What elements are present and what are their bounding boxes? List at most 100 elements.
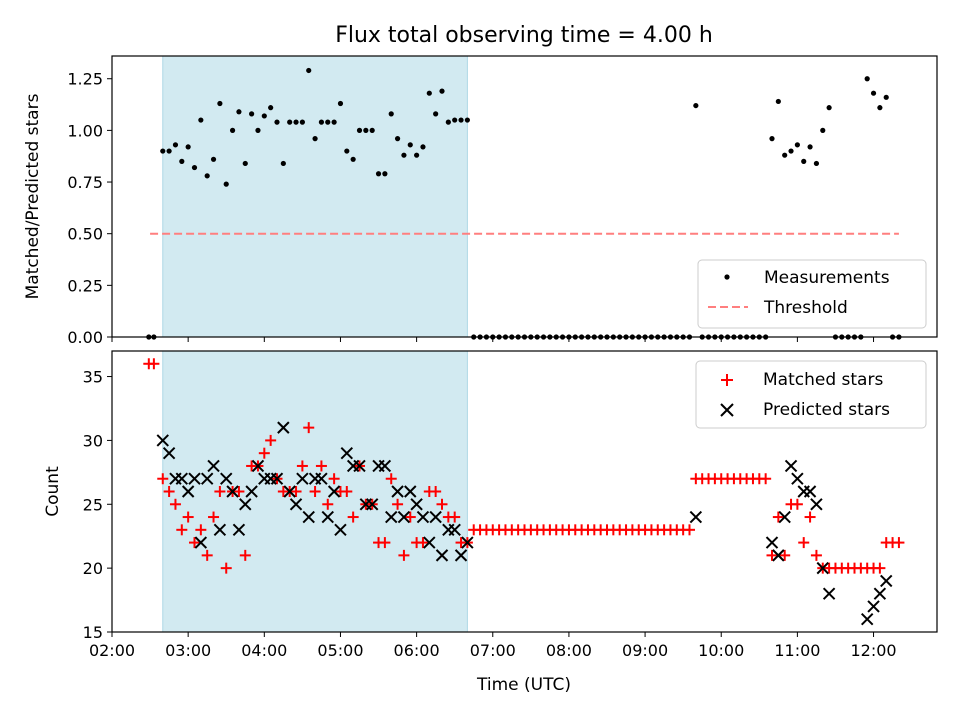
measurement-point bbox=[255, 128, 260, 133]
x-tick-label: 12:00 bbox=[850, 641, 896, 660]
measurement-point bbox=[820, 128, 825, 133]
top-y-ticks: 0.000.250.500.751.001.25 bbox=[67, 70, 112, 347]
measurement-point bbox=[293, 120, 298, 125]
measurement-point bbox=[211, 157, 216, 162]
measurement-point bbox=[769, 136, 774, 141]
measurement-point bbox=[877, 105, 882, 110]
x-tick-label: 08:00 bbox=[546, 641, 592, 660]
measurement-point bbox=[167, 148, 172, 153]
predicted-star-point bbox=[881, 575, 892, 586]
measurement-point bbox=[414, 153, 419, 158]
top-y-tick-label: 0.75 bbox=[67, 173, 103, 192]
measurement-point bbox=[325, 120, 330, 125]
x-tick-label: 02:00 bbox=[89, 641, 135, 660]
measurement-point bbox=[243, 161, 248, 166]
top-y-tick-label: 1.00 bbox=[67, 121, 103, 140]
measurement-point bbox=[230, 128, 235, 133]
measurement-point bbox=[332, 120, 337, 125]
predicted-star-point bbox=[767, 537, 778, 548]
measurement-point bbox=[344, 148, 349, 153]
measurement-point bbox=[186, 144, 191, 149]
measurement-point bbox=[693, 103, 698, 108]
measurement-point bbox=[274, 120, 279, 125]
chart-title: Flux total observing time = 4.00 h bbox=[335, 23, 713, 48]
matched-star-point bbox=[684, 524, 695, 535]
predicted-star-point bbox=[792, 473, 803, 484]
measurement-point bbox=[420, 144, 425, 149]
matched-star-point bbox=[760, 473, 771, 484]
x-tick-label: 06:00 bbox=[394, 641, 440, 660]
measurement-point bbox=[217, 101, 222, 106]
legend-measurements-marker bbox=[724, 274, 729, 279]
x-tick-label: 09:00 bbox=[622, 641, 668, 660]
top-y-axis-label: Matched/Predicted stars bbox=[23, 93, 43, 299]
top-y-tick-label: 0.25 bbox=[67, 276, 103, 295]
measurement-point bbox=[884, 95, 889, 100]
measurement-point bbox=[827, 105, 832, 110]
x-axis-label: Time (UTC) bbox=[476, 675, 571, 695]
predicted-star-point bbox=[868, 601, 879, 612]
measurement-point bbox=[776, 99, 781, 104]
matched-star-point bbox=[811, 550, 822, 561]
x-tick-label: 11:00 bbox=[774, 641, 820, 660]
matched-star-point bbox=[874, 563, 885, 574]
bottom-y-tick-label: 30 bbox=[83, 431, 103, 450]
top-highlight-span bbox=[163, 56, 468, 337]
measurement-point bbox=[382, 171, 387, 176]
measurement-point bbox=[281, 161, 286, 166]
legend-measurements-label: Measurements bbox=[764, 268, 890, 288]
x-tick-label: 10:00 bbox=[698, 641, 744, 660]
matched-star-point bbox=[798, 537, 809, 548]
matched-star-point bbox=[148, 358, 159, 369]
measurement-point bbox=[389, 111, 394, 116]
measurement-point bbox=[782, 153, 787, 158]
measurement-point bbox=[401, 153, 406, 158]
measurement-point bbox=[262, 113, 267, 118]
measurement-point bbox=[865, 76, 870, 81]
x-tick-label: 04:00 bbox=[241, 641, 287, 660]
measurement-point bbox=[351, 157, 356, 162]
predicted-star-point bbox=[805, 486, 816, 497]
predicted-star-point bbox=[862, 614, 873, 625]
predicted-star-point bbox=[811, 499, 822, 510]
measurement-point bbox=[357, 128, 362, 133]
measurement-point bbox=[376, 171, 381, 176]
measurement-point bbox=[801, 159, 806, 164]
measurement-point bbox=[871, 91, 876, 96]
bottom-legend: Matched stars Predicted stars bbox=[696, 361, 926, 428]
legend-threshold-label: Threshold bbox=[763, 298, 848, 318]
top-y-tick-label: 1.25 bbox=[67, 70, 103, 89]
bottom-x-ticks: 02:00 03:00 04:00 05:00 06:00 07:00 08:00 09:00… bbox=[89, 632, 897, 660]
measurement-point bbox=[370, 128, 375, 133]
measurement-point bbox=[249, 111, 254, 116]
predicted-star-point bbox=[874, 588, 885, 599]
measurement-point bbox=[788, 148, 793, 153]
predicted-star-point bbox=[824, 588, 835, 599]
measurement-point bbox=[287, 120, 292, 125]
measurement-point bbox=[395, 136, 400, 141]
measurement-point bbox=[446, 120, 451, 125]
measurement-point bbox=[312, 136, 317, 141]
top-panel: 0.00 0.25 0.50 0.75 1.00 1.25 Matched/Predict… bbox=[23, 56, 937, 347]
measurement-point bbox=[268, 105, 273, 110]
measurement-point bbox=[465, 117, 470, 122]
top-y-tick-label: 0.50 bbox=[67, 225, 103, 244]
measurement-point bbox=[198, 117, 203, 122]
predicted-star-point bbox=[786, 460, 797, 471]
measurement-point bbox=[433, 111, 438, 116]
measurement-point bbox=[814, 161, 819, 166]
measurement-point bbox=[306, 68, 311, 73]
measurement-point bbox=[795, 142, 800, 147]
matched-star-point bbox=[792, 499, 803, 510]
matched-star-point bbox=[893, 537, 904, 548]
bottom-y-tick-label: 20 bbox=[83, 559, 103, 578]
bottom-y-tick-label: 25 bbox=[83, 495, 103, 514]
measurement-point bbox=[458, 117, 463, 122]
measurement-point bbox=[300, 120, 305, 125]
measurement-point bbox=[427, 91, 432, 96]
measurement-point bbox=[236, 109, 241, 114]
measurement-point bbox=[179, 159, 184, 164]
bottom-y-axis-label: Count bbox=[43, 466, 63, 517]
measurement-point bbox=[408, 142, 413, 147]
measurement-point bbox=[807, 144, 812, 149]
